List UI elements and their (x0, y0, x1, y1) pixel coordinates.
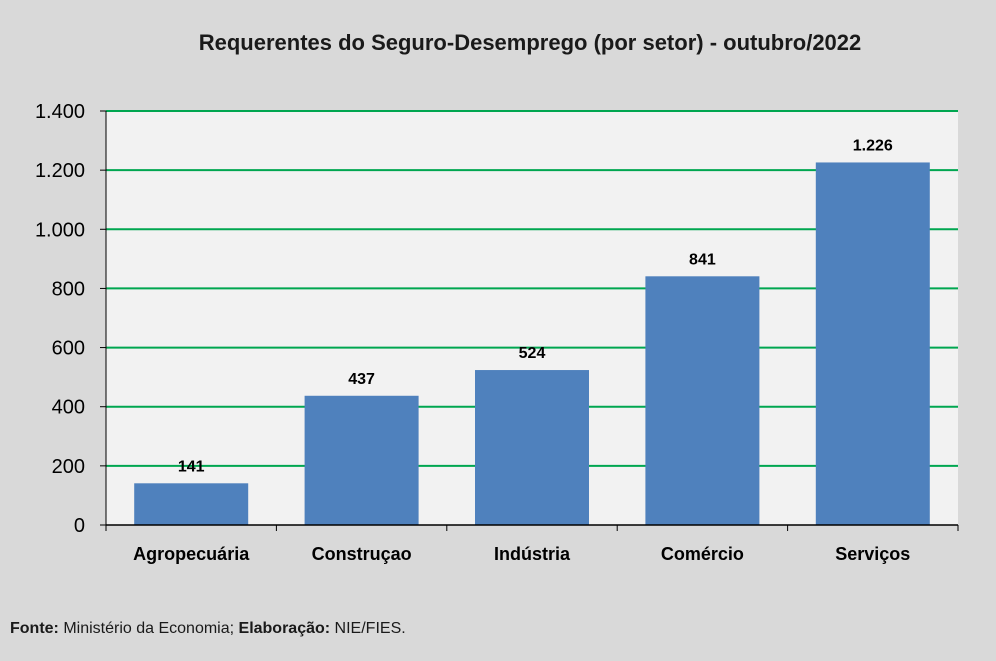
bar (304, 395, 419, 525)
chart-title: Requerentes do Seguro-Desemprego (por se… (198, 30, 862, 55)
bar (645, 276, 760, 525)
x-tick-label: Indústria (494, 544, 571, 564)
y-tick-label: 0 (74, 515, 85, 537)
elaboration-label: Elaboração: (238, 620, 331, 637)
data-label: 437 (348, 371, 375, 388)
source-label: Fonte: (10, 620, 59, 637)
y-tick-label: 400 (52, 397, 85, 419)
y-tick-label: 600 (52, 338, 85, 360)
y-tick-label: 200 (52, 456, 85, 478)
data-label: 141 (178, 458, 205, 475)
bar (475, 370, 589, 525)
axes (100, 110, 959, 531)
y-tick-label: 1.200 (35, 160, 85, 182)
source-value: Ministério da Economia; (58, 620, 239, 637)
bar (815, 162, 930, 525)
elaboration-value: NIE/FIES. (330, 620, 406, 637)
x-tick-label: Construçao (312, 544, 412, 564)
x-tick-label: Serviços (835, 544, 910, 564)
y-tick-label: 800 (52, 278, 85, 300)
y-tick-label: 1.400 (35, 101, 85, 123)
bar (134, 483, 249, 525)
source-note: Fonte: Ministério da Economia; Elaboraçã… (10, 620, 406, 638)
data-label: 841 (689, 251, 716, 268)
x-tick-label: Comércio (661, 544, 744, 564)
y-tick-label: 1.000 (35, 219, 85, 241)
labels: 0 200 400 600 800 1.000 1.200 1.400 141 Agropecuá… (35, 101, 910, 564)
x-tick-label: Agropecuária (133, 544, 250, 564)
data-label: 1.226 (853, 137, 893, 154)
data-label: 524 (519, 345, 546, 362)
bars (134, 162, 930, 525)
